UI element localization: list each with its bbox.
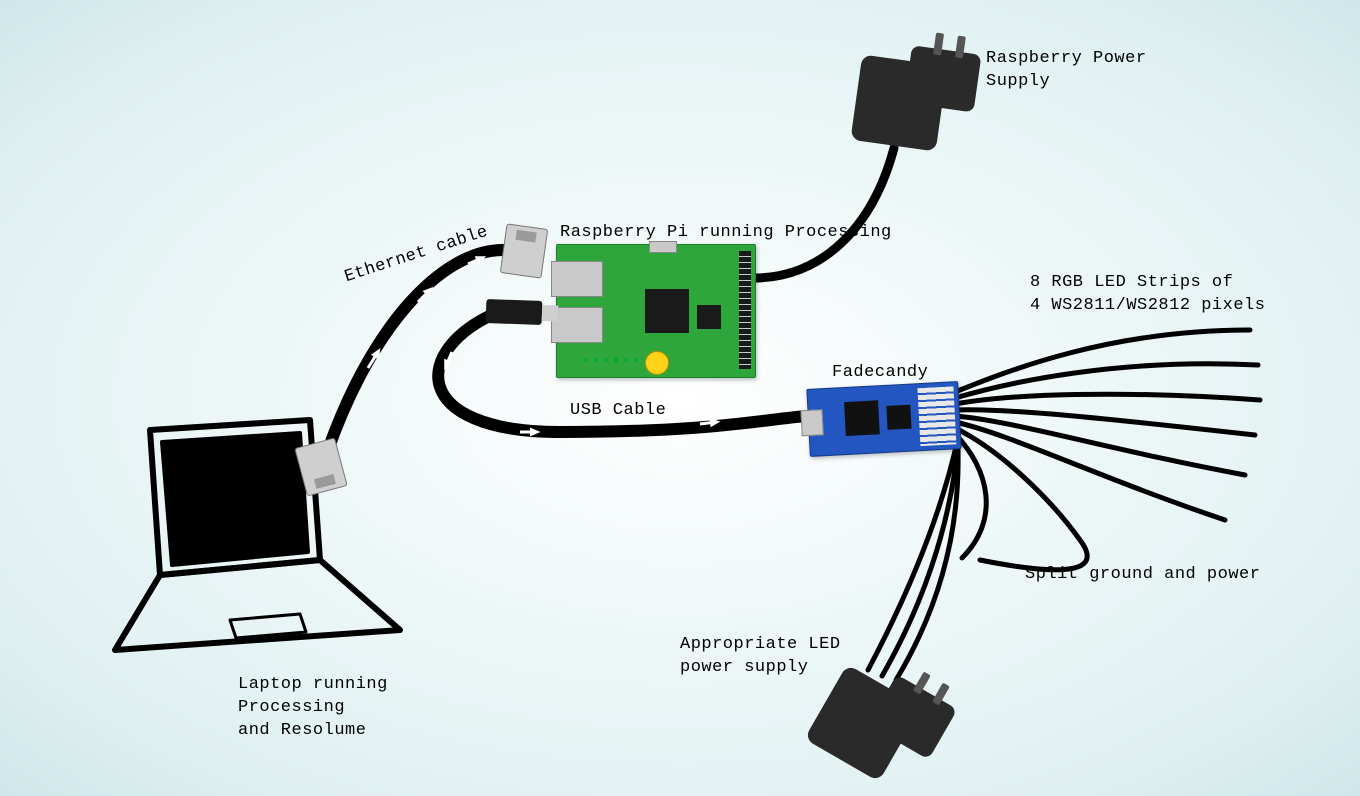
pi-ethernet-port [551, 261, 603, 297]
raspberry-pi-label: Raspberry Pi running Processing [560, 222, 892, 245]
laptop-icon [115, 420, 400, 650]
fadecandy-label: Fadecandy [832, 362, 928, 385]
pi-usb-port [551, 307, 603, 343]
pi-gpio-header [739, 251, 751, 369]
split-power-label: Split ground and power [1025, 564, 1260, 587]
usb-arrow [700, 422, 716, 424]
usb-cable-label: USB Cable [570, 400, 666, 423]
led-power-label: Appropriate LED power supply [680, 634, 841, 680]
fadecandy-chip [844, 400, 880, 436]
split-power-cables [868, 438, 958, 680]
pi-chip [697, 305, 721, 329]
pi-audio-jack [645, 351, 669, 375]
pi-power-label: Raspberry Power Supply [986, 48, 1147, 94]
pi-power-cable [754, 148, 894, 278]
rj45-connector-icon [500, 223, 549, 278]
fadecandy-chip [886, 405, 911, 430]
pi-solder-holes [581, 355, 641, 365]
diagram-stage: Ethernet cable Raspberry Pi running Proc… [0, 0, 1360, 796]
pi-power-adapter [850, 54, 947, 151]
fadecandy-board [806, 381, 961, 457]
fadecandy-usb-port [800, 409, 823, 436]
laptop-label: Laptop running Processing and Resolume [238, 674, 388, 743]
led-strip-fanout [955, 330, 1260, 570]
led-strips-label: 8 RGB LED Strips of 4 WS2811/WS2812 pixe… [1030, 272, 1265, 318]
raspberry-pi-board [556, 244, 756, 378]
usb-a-connector-icon [486, 299, 543, 325]
fadecandy-output-pins [917, 386, 956, 446]
pi-soc-chip [645, 289, 689, 333]
